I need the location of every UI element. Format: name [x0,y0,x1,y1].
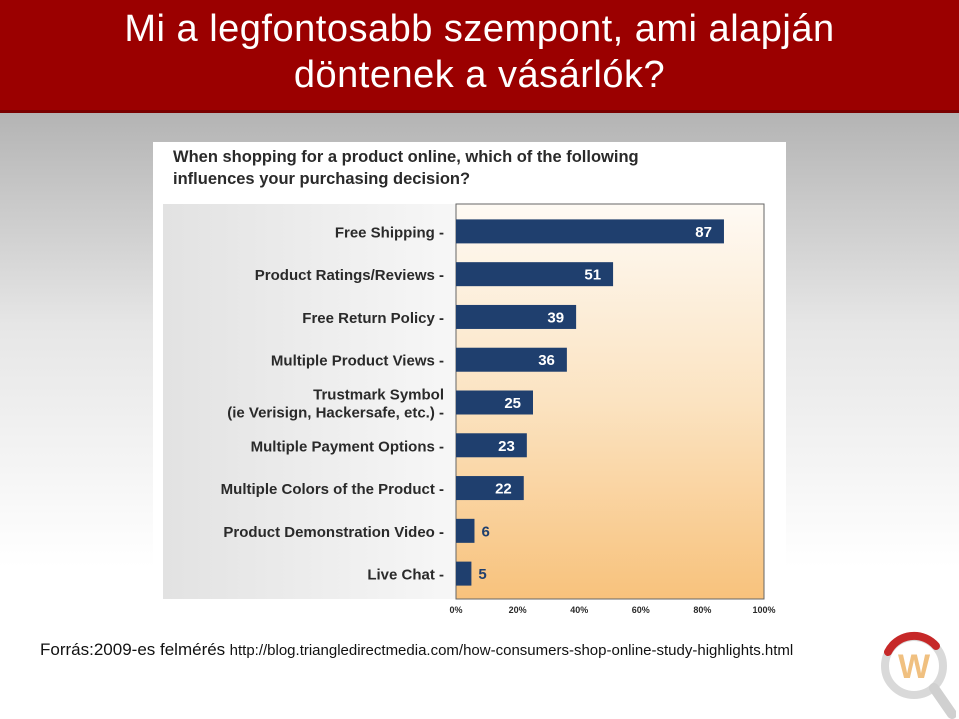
bar [456,561,472,586]
x-tick-label: 40% [570,605,588,615]
bar-value-label: 6 [481,523,489,540]
bar-value-label: 5 [478,566,486,583]
chart-title-line-2: influences your purchasing decision? [173,170,470,188]
bar-value-label: 36 [538,352,555,369]
title-bar [0,0,959,113]
bar [456,262,614,287]
bar-value-label: 25 [504,395,521,412]
bar-value-label: 22 [495,481,512,498]
category-label: Multiple Colors of the Product - [221,481,444,498]
bar-value-label: 39 [547,309,564,326]
x-tick-label: 0% [449,605,462,615]
chart-title-line-1: When shopping for a product online, whic… [173,148,639,166]
category-label: Live Chat - [367,567,444,584]
magnifier-w-logo-icon: W [881,631,956,719]
bar [456,304,577,329]
x-tick-label: 100% [752,605,775,615]
category-label: Product Demonstration Video - [223,524,444,541]
bar [456,433,527,458]
category-label: Product Ratings/Reviews - [255,267,444,284]
category-label: (ie Verisign, Hackersafe, etc.) - [227,405,444,422]
bar-value-label: 51 [584,267,601,284]
slide-title-line-2: döntenek a vásárlók? [293,54,666,96]
bar-value-label: 23 [498,438,515,455]
category-label: Trustmark Symbol [313,387,444,404]
bar [456,476,524,501]
x-tick-label: 20% [509,605,527,615]
source-label: Forrás:2009-es felmérés [40,640,226,659]
bar [456,347,567,372]
source-citation: Forrás:2009-es felmérés http://blog.tria… [40,640,940,660]
category-label-panel [163,204,456,599]
bar-chart: When shopping for a product online, whic… [163,148,776,615]
bar-value-label: 87 [695,224,712,241]
source-link[interactable]: http://blog.triangledirectmedia.com/how-… [229,642,794,659]
slide-title: Mi a legfontosabb szempont, ami alapján … [0,6,959,98]
bar [456,390,533,415]
bar [456,518,475,543]
bar [456,219,724,244]
category-label: Free Shipping - [335,224,444,241]
x-tick-label: 80% [693,605,711,615]
category-label: Multiple Payment Options - [251,438,444,455]
slide-title-line-1: Mi a legfontosabb szempont, ami alapján [124,8,835,50]
category-label: Multiple Product Views - [271,353,444,370]
x-tick-label: 60% [632,605,650,615]
logo-letter: W [898,648,931,686]
category-label: Free Return Policy - [302,310,444,327]
